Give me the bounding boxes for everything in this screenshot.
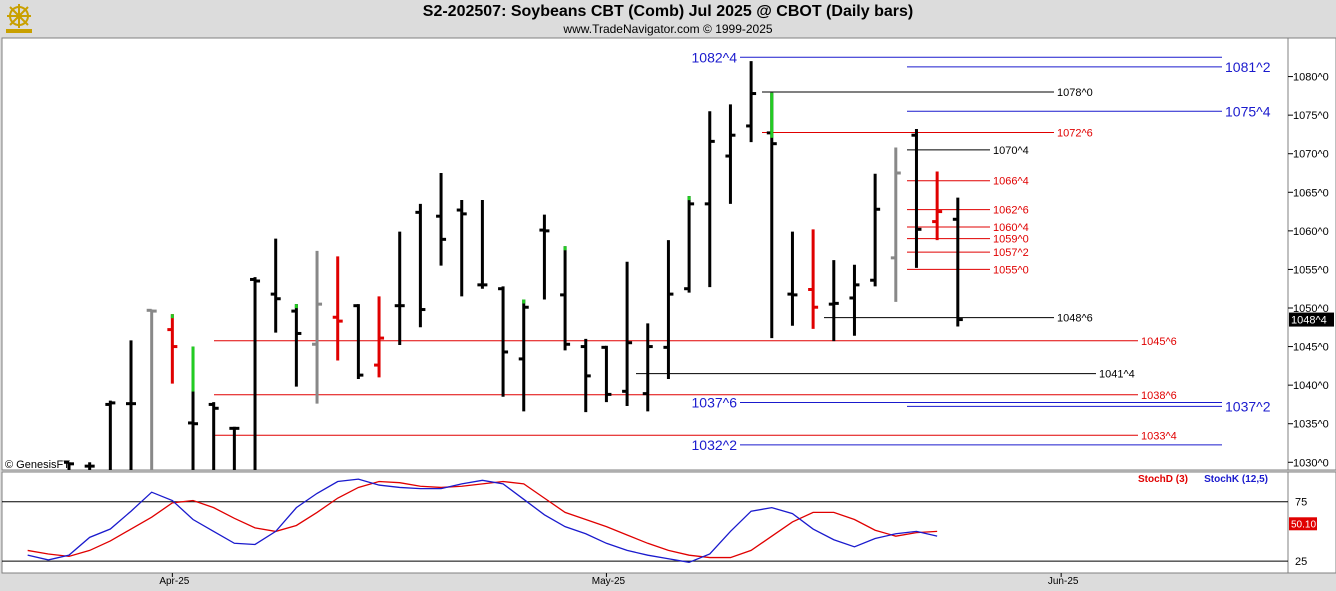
level-label: 1060^4	[993, 222, 1029, 234]
price-tick-label: 1030^0	[1293, 457, 1329, 469]
stoch-plot-area	[1, 471, 1289, 574]
price-tick-label: 1070^0	[1293, 149, 1329, 161]
x-axis: Apr-25 May-25 Jun-25	[159, 573, 1079, 587]
level-label: 1066^4	[993, 176, 1029, 188]
ship-wheel-icon	[6, 4, 32, 33]
price-tick-label: 1065^0	[1293, 187, 1329, 199]
price-tick-label: 1050^0	[1293, 303, 1329, 315]
last-price-badge	[1289, 312, 1334, 327]
copyright-text: www.TradeNavigator.com © 1999-2025	[563, 22, 773, 36]
price-tick-label: 1080^0	[1293, 72, 1329, 84]
price-plot-area	[1, 37, 1289, 471]
level-label: 1059^0	[993, 234, 1029, 246]
watermark-text: © GenesisFT	[5, 459, 70, 471]
level-label: 1041^4	[1099, 369, 1135, 381]
price-tick-label: 1055^0	[1293, 264, 1329, 276]
price-tick-label: 1075^0	[1293, 110, 1329, 122]
level-label: 1032^2	[692, 437, 738, 453]
price-tick-label: 1045^0	[1293, 342, 1329, 354]
level-label: 1062^6	[993, 205, 1029, 217]
chart-title: S2-202507: Soybeans CBT (Comb) Jul 2025 …	[422, 3, 914, 20]
stochastic-pane[interactable]: 75 25 StochD (3) StochK (12,5) 50.10	[1, 471, 1336, 574]
x-axis-label: May-25	[592, 576, 626, 587]
level-label: 1075^4	[1225, 103, 1271, 119]
last-price-label: 1048^4	[1291, 315, 1327, 327]
level-label: 1038^6	[1141, 390, 1177, 402]
price-pane[interactable]: 1080^0 1075^0 1070^0 1065^0 1060^0 1055^0 1050…	[1, 37, 1336, 471]
stoch-value-badge	[1289, 517, 1317, 531]
stoch-value-label: 50.10	[1291, 519, 1316, 530]
level-label: 1033^4	[1141, 430, 1177, 442]
level-label: 1037^6	[692, 395, 738, 411]
x-axis-label: Apr-25	[159, 576, 189, 587]
price-axis-area	[1287, 37, 1336, 471]
x-axis-label: Jun-25	[1048, 576, 1079, 587]
level-label: 1055^0	[993, 264, 1029, 276]
chart-header: S2-202507: Soybeans CBT (Comb) Jul 2025 …	[0, 0, 1336, 38]
level-label: 1070^4	[993, 145, 1029, 157]
legend-stochd: StochD (3)	[1138, 474, 1188, 485]
price-tick-label: 1060^0	[1293, 226, 1329, 238]
level-label: 1072^6	[1057, 128, 1093, 140]
stoch-tick-label: 25	[1295, 556, 1307, 568]
level-label: 1078^0	[1057, 87, 1093, 99]
level-label: 1082^4	[692, 49, 738, 65]
stoch-series-line	[27, 480, 938, 559]
level-label: 1045^6	[1141, 336, 1177, 348]
level-label: 1048^6	[1057, 313, 1093, 325]
legend-stochk: StochK (12,5)	[1204, 474, 1268, 485]
level-label: 1037^2	[1225, 398, 1271, 414]
price-tick-label: 1040^0	[1293, 380, 1329, 392]
stoch-tick-label: 75	[1295, 497, 1307, 509]
price-tick-label: 1035^0	[1293, 419, 1329, 431]
level-label: 1057^2	[993, 247, 1029, 259]
stoch-series-line	[27, 478, 938, 563]
level-label: 1081^2	[1225, 59, 1271, 75]
